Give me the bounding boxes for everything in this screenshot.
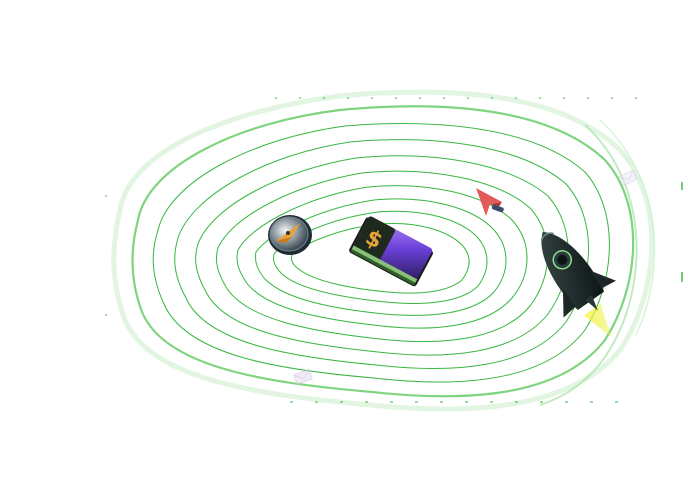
cursor-arrow-icon	[476, 188, 504, 216]
contour-line	[195, 155, 569, 356]
contour-line	[131, 105, 635, 398]
contour-line	[215, 170, 549, 343]
contour-line	[255, 198, 507, 316]
outer-halo-contour	[111, 89, 655, 412]
contour-line	[599, 119, 656, 336]
contour-line	[236, 185, 528, 329]
envelope-icon	[293, 369, 313, 385]
rocket-icon	[540, 231, 617, 338]
compass-icon	[268, 215, 312, 255]
banknote-stack-icon: $	[349, 216, 433, 287]
contour-lines	[105, 89, 683, 412]
contour-line	[273, 210, 488, 304]
contour-line	[539, 124, 638, 406]
envelope-icon	[618, 169, 638, 187]
